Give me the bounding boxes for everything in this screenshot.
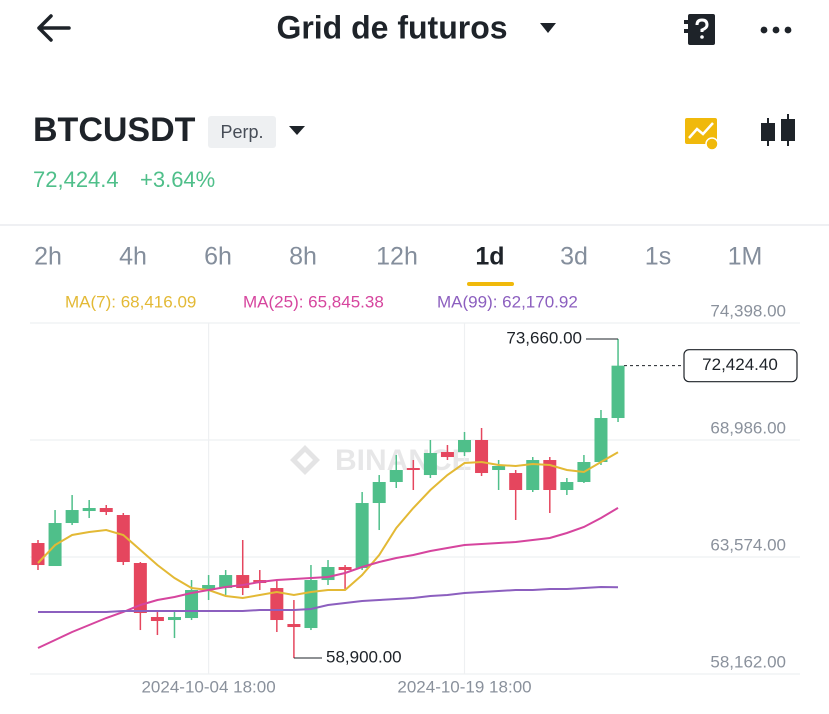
timeframe-tab[interactable]: 12h (376, 243, 418, 271)
price-change: +3.64% (140, 167, 215, 192)
candle-body (458, 440, 471, 453)
active-tab-underline (467, 282, 514, 286)
candle-body (526, 460, 540, 491)
last-price: 72,424.4 (33, 167, 119, 192)
back-button[interactable] (37, 14, 71, 42)
ma-line (37, 451, 619, 600)
candle-body (219, 575, 233, 589)
watermark-text: BINANCE (335, 444, 472, 477)
candle-body (406, 468, 420, 471)
candle-body (167, 617, 181, 621)
candle-body (509, 473, 523, 491)
more-menu[interactable] (760, 26, 792, 34)
timeframe-tab[interactable]: 2h (34, 243, 62, 271)
candle-body (372, 482, 386, 504)
timeframe-tab[interactable]: 1M (728, 243, 763, 271)
candle-body (440, 452, 454, 458)
candle-body (355, 503, 369, 569)
candle-icon[interactable] (761, 114, 795, 146)
candle-body (475, 440, 489, 474)
candle-body (150, 617, 164, 622)
watermark (290, 445, 320, 475)
last-price-label: 72,424.40 (702, 355, 778, 374)
candle-body (287, 624, 301, 628)
candle-body (423, 453, 437, 476)
high-marker-label: 73,660.00 (506, 328, 582, 347)
ma-line (37, 507, 619, 649)
grid-chart-icon[interactable] (685, 118, 719, 151)
last-price-box (683, 349, 798, 383)
candle-body (543, 460, 557, 491)
legend-entry: MA(99): 62,170.92 (437, 292, 578, 311)
y-tick-label: 68,986.00 (710, 418, 786, 437)
candle-body (270, 588, 284, 621)
y-tick-label: 58,162.00 (710, 652, 786, 671)
candle-body (492, 466, 506, 471)
y-tick-label: 63,574.00 (710, 535, 786, 554)
timeframe-tab-active[interactable]: 1d (475, 243, 504, 271)
symbol-dropdown[interactable] (289, 126, 305, 135)
chart: 74,398.00 68,986.00 63,574.00 58,162.00 2024… (30, 292, 800, 696)
legend-entry: MA(25): 65,845.38 (243, 292, 384, 311)
candle-body (133, 563, 147, 614)
symbol-name[interactable]: BTCUSDT (33, 111, 196, 149)
candle-body (99, 508, 113, 513)
candle-body (389, 470, 403, 483)
contract-badge (208, 116, 276, 148)
candle-body (611, 365, 625, 419)
x-tick-label: 2024-10-19 18:00 (397, 677, 531, 696)
candle-body (116, 515, 130, 563)
low-marker-label: 58,900.00 (326, 648, 402, 667)
candle-body (304, 580, 318, 629)
ma-line (38, 585, 619, 613)
x-tick-label: 2024-10-04 18:00 (141, 677, 275, 696)
timeframe-tab[interactable]: 6h (204, 243, 232, 271)
timeframe-tab[interactable]: 4h (119, 243, 147, 271)
candle-body (338, 567, 352, 571)
candle-body (65, 510, 79, 524)
title-dropdown[interactable] (540, 23, 556, 33)
candle-body (560, 482, 574, 491)
candle-body (202, 585, 216, 591)
help-icon[interactable] (684, 14, 715, 45)
candle-body (82, 508, 96, 512)
timeframe-tab[interactable]: 8h (289, 243, 317, 271)
legend-entry: MA(7): 68,416.09 (65, 292, 196, 311)
page-title[interactable]: Grid de futuros (276, 9, 507, 45)
timeframe-tab[interactable]: 3d (560, 243, 588, 271)
contract-type: Perp. (220, 122, 263, 142)
timeframe-tab[interactable]: 1s (645, 243, 671, 271)
y-tick-label: 74,398.00 (710, 301, 786, 320)
candle-body (594, 418, 608, 463)
